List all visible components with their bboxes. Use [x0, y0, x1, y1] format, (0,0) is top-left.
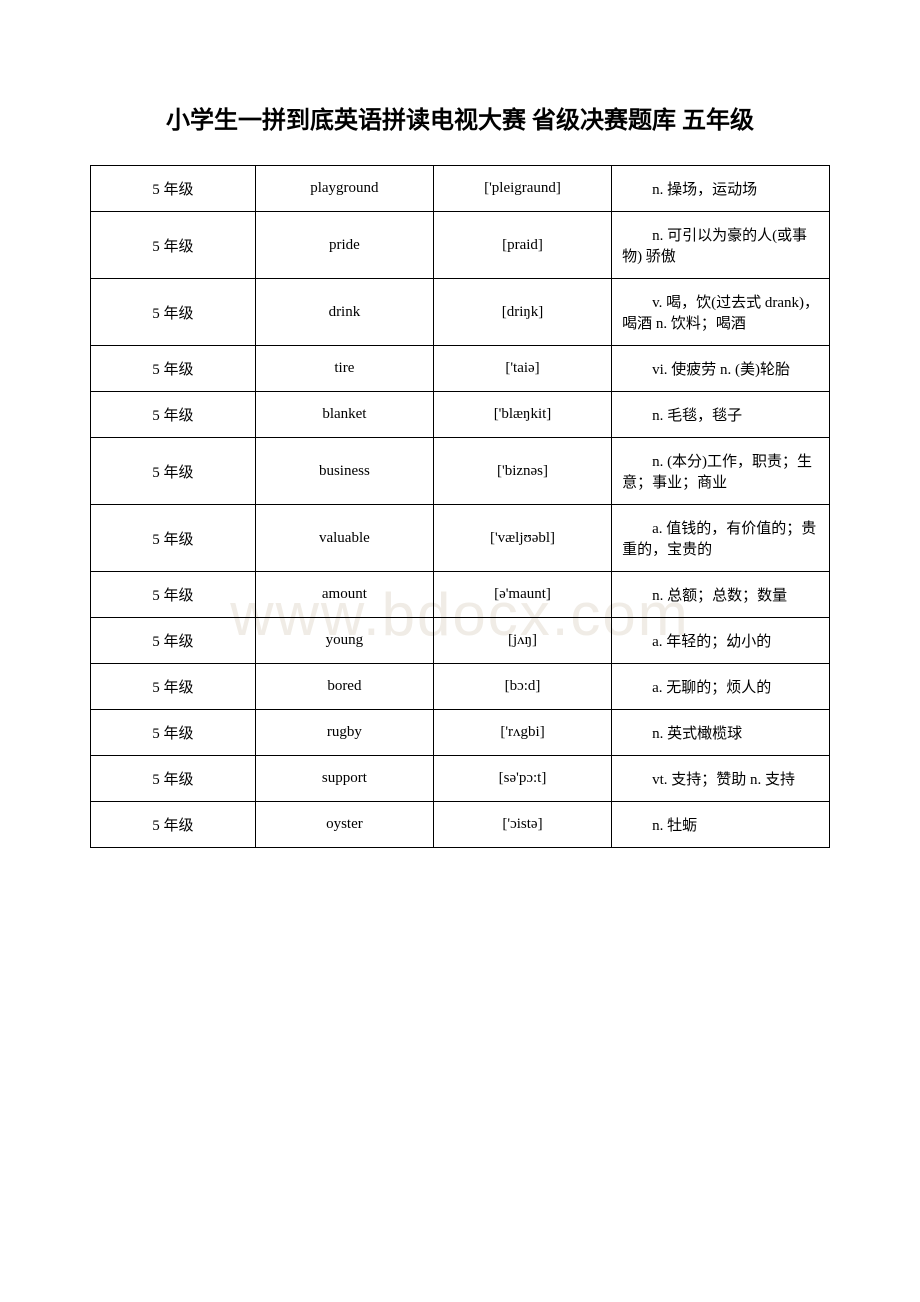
table-row: 5 年级blanket['blæŋkit]n. 毛毯，毯子	[91, 392, 830, 438]
cell-word: tire	[255, 346, 433, 392]
table-row: 5 年级playground['pleigraund]n. 操场，运动场	[91, 166, 830, 212]
cell-word: drink	[255, 279, 433, 346]
cell-phonetic: [praid]	[433, 212, 611, 279]
cell-phonetic: [jʌŋ]	[433, 618, 611, 664]
table-row: 5 年级amount[ə'maunt]n. 总额；总数；数量	[91, 572, 830, 618]
cell-meaning: vi. 使疲劳 n. (美)轮胎	[612, 346, 830, 392]
cell-meaning: vt. 支持；赞助 n. 支持	[612, 756, 830, 802]
cell-word: bored	[255, 664, 433, 710]
table-row: 5 年级pride[praid]n. 可引以为豪的人(或事物) 骄傲	[91, 212, 830, 279]
cell-grade: 5 年级	[91, 618, 256, 664]
cell-meaning: a. 年轻的；幼小的	[612, 618, 830, 664]
table-row: 5 年级valuable['væljʊəbl]a. 值钱的，有价值的；贵重的，宝…	[91, 505, 830, 572]
cell-grade: 5 年级	[91, 710, 256, 756]
cell-phonetic: ['pleigraund]	[433, 166, 611, 212]
cell-grade: 5 年级	[91, 279, 256, 346]
cell-word: pride	[255, 212, 433, 279]
cell-phonetic: ['taiə]	[433, 346, 611, 392]
table-row: 5 年级business['biznəs]n. (本分)工作，职责；生意；事业；…	[91, 438, 830, 505]
cell-grade: 5 年级	[91, 802, 256, 848]
table-row: 5 年级oyster['ɔistə]n. 牡蛎	[91, 802, 830, 848]
cell-meaning: n. 牡蛎	[612, 802, 830, 848]
cell-meaning: v. 喝，饮(过去式 drank)，喝酒 n. 饮料；喝酒	[612, 279, 830, 346]
cell-word: oyster	[255, 802, 433, 848]
cell-phonetic: [driŋk]	[433, 279, 611, 346]
cell-phonetic: [ə'maunt]	[433, 572, 611, 618]
cell-meaning: a. 值钱的，有价值的；贵重的，宝贵的	[612, 505, 830, 572]
cell-grade: 5 年级	[91, 572, 256, 618]
cell-grade: 5 年级	[91, 438, 256, 505]
cell-grade: 5 年级	[91, 392, 256, 438]
vocabulary-table: 5 年级playground['pleigraund]n. 操场，运动场5 年级…	[90, 165, 830, 848]
page-title: 小学生一拼到底英语拼读电视大赛 省级决赛题库 五年级	[90, 100, 830, 135]
cell-word: blanket	[255, 392, 433, 438]
cell-meaning: n. 英式橄榄球	[612, 710, 830, 756]
cell-grade: 5 年级	[91, 505, 256, 572]
cell-phonetic: ['biznəs]	[433, 438, 611, 505]
cell-phonetic: ['væljʊəbl]	[433, 505, 611, 572]
cell-meaning: a. 无聊的；烦人的	[612, 664, 830, 710]
cell-meaning: n. 操场，运动场	[612, 166, 830, 212]
cell-word: business	[255, 438, 433, 505]
cell-word: amount	[255, 572, 433, 618]
cell-word: young	[255, 618, 433, 664]
cell-meaning: n. 毛毯，毯子	[612, 392, 830, 438]
cell-grade: 5 年级	[91, 664, 256, 710]
cell-word: playground	[255, 166, 433, 212]
cell-meaning: n. 总额；总数；数量	[612, 572, 830, 618]
cell-phonetic: ['ɔistə]	[433, 802, 611, 848]
cell-phonetic: [bɔ:d]	[433, 664, 611, 710]
cell-phonetic: [sə'pɔ:t]	[433, 756, 611, 802]
table-row: 5 年级rugby['rʌgbi]n. 英式橄榄球	[91, 710, 830, 756]
cell-phonetic: ['blæŋkit]	[433, 392, 611, 438]
cell-grade: 5 年级	[91, 346, 256, 392]
cell-meaning: n. (本分)工作，职责；生意；事业；商业	[612, 438, 830, 505]
table-row: 5 年级bored[bɔ:d]a. 无聊的；烦人的	[91, 664, 830, 710]
table-row: 5 年级drink[driŋk]v. 喝，饮(过去式 drank)，喝酒 n. …	[91, 279, 830, 346]
table-row: 5 年级young[jʌŋ]a. 年轻的；幼小的	[91, 618, 830, 664]
cell-word: rugby	[255, 710, 433, 756]
cell-word: valuable	[255, 505, 433, 572]
cell-word: support	[255, 756, 433, 802]
cell-phonetic: ['rʌgbi]	[433, 710, 611, 756]
cell-meaning: n. 可引以为豪的人(或事物) 骄傲	[612, 212, 830, 279]
cell-grade: 5 年级	[91, 212, 256, 279]
table-row: 5 年级support[sə'pɔ:t]vt. 支持；赞助 n. 支持	[91, 756, 830, 802]
cell-grade: 5 年级	[91, 756, 256, 802]
table-row: 5 年级tire['taiə]vi. 使疲劳 n. (美)轮胎	[91, 346, 830, 392]
cell-grade: 5 年级	[91, 166, 256, 212]
table-body: 5 年级playground['pleigraund]n. 操场，运动场5 年级…	[91, 166, 830, 848]
